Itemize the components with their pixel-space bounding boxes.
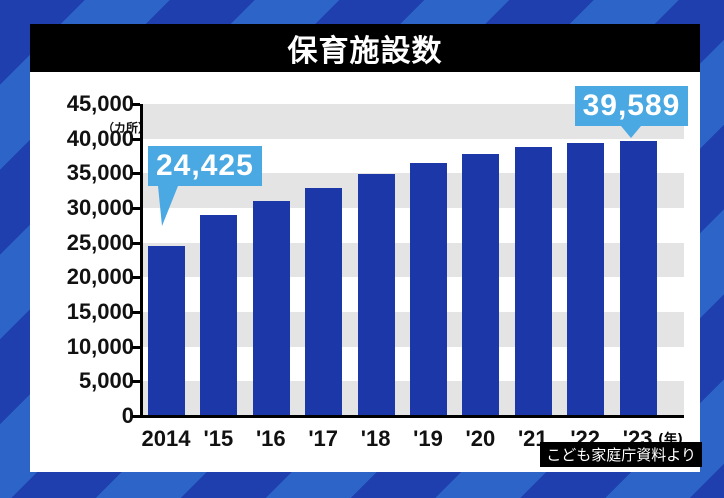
y-tick [132,207,140,210]
y-tick-label: 30,000 [66,195,134,220]
y-tick [132,103,140,106]
y-tick [132,415,140,418]
y-tick [132,172,140,176]
y-tick [132,345,140,349]
callout-last-text: 39,589 [582,88,681,122]
y-tick-label: 5,000 [78,368,134,394]
bar-21 [514,147,552,415]
bar-17 [305,187,343,415]
x-tick-label: 2014 [141,426,191,451]
y-tick [132,241,140,245]
y-tick-label: 20,000 [66,264,134,290]
y-tick [132,137,140,141]
bar-16 [252,200,290,415]
y-tick [132,380,140,384]
bar-18 [357,173,395,415]
x-tick-label: '17 [308,426,339,451]
bar-20 [462,153,500,415]
y-axis [140,104,143,418]
y-tick-label: 25,000 [66,229,134,255]
x-tick-label: '20 [465,426,496,451]
x-tick-label: '15 [203,426,234,451]
callout-first-value: 24,425 [148,145,262,226]
x-tick-label: '19 [413,426,443,451]
y-tick [132,311,140,314]
x-axis [140,415,684,418]
bar-2014 [148,245,185,415]
chart-panel: 保育施設数 （カ所） 45,000 40,000 35,000 30,000 25,00… [30,24,702,472]
callout-pointer [621,125,642,138]
x-tick-label: '18 [360,426,391,451]
callout-pointer [158,185,178,226]
y-unit-label: （カ所） [102,121,151,135]
source-note: こども家庭庁資料より [540,442,702,467]
callout-last-value: 39,589 [574,85,689,138]
y-tick-label: 10,000 [66,333,134,359]
y-tick-label: 45,000 [66,91,134,116]
bar-15 [200,215,238,415]
bar-23 [619,140,657,415]
chart-title: 保育施設数 [30,24,700,72]
plot-area: 2014'15'16'17'18'19'20'21'22'23 [132,103,684,451]
y-tick [132,276,140,280]
y-tick-label: 0 [121,403,134,428]
bar-19 [410,163,447,415]
y-tick-label: 40,000 [66,125,134,151]
bar-22 [567,143,605,415]
callout-first-text: 24,425 [156,148,254,182]
y-tick-label: 15,000 [66,299,134,324]
x-tick-label: '16 [255,426,286,451]
y-tick-label: 35,000 [66,160,134,186]
